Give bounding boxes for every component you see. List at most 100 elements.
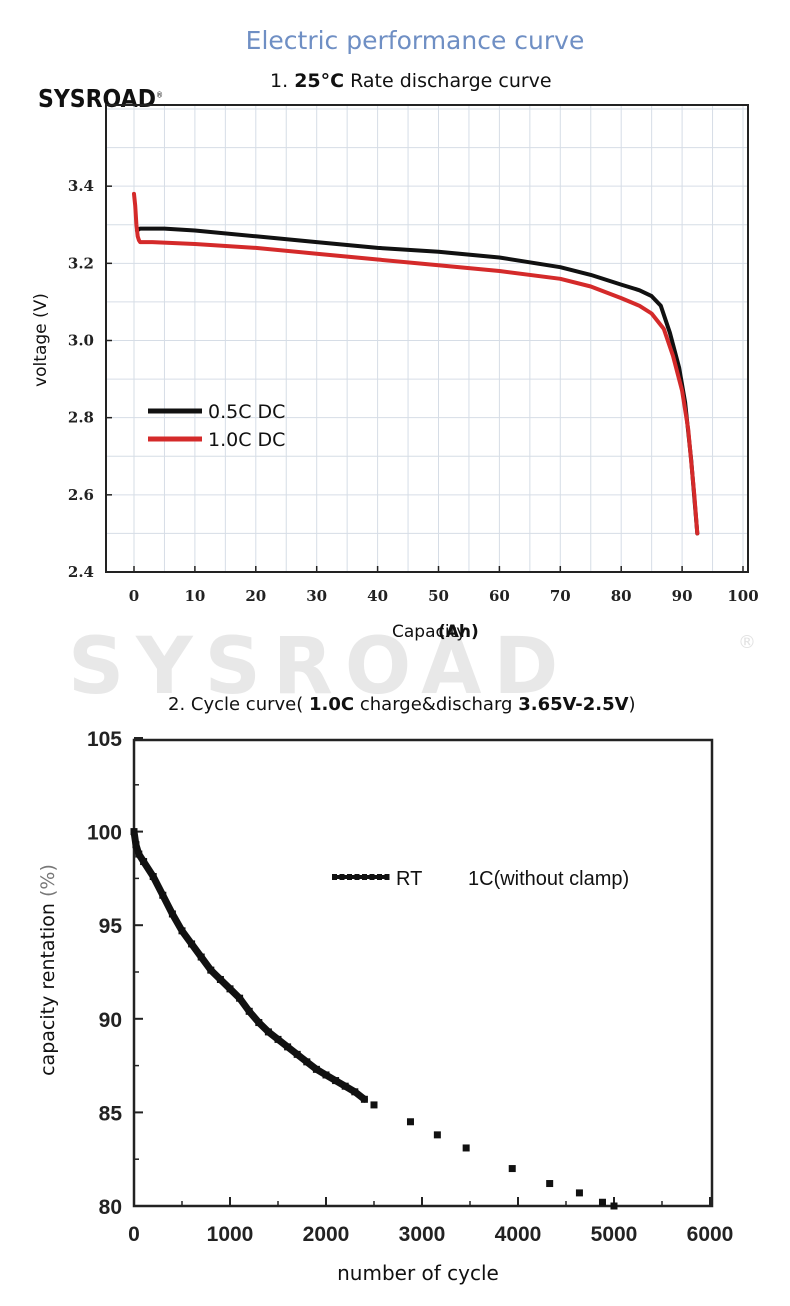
data-point xyxy=(226,985,234,993)
x-tick-label: 6000 xyxy=(687,1223,734,1246)
data-point xyxy=(462,1144,470,1152)
watermark: SYSROAD xyxy=(68,622,571,712)
y-axis-unit: (%) xyxy=(37,864,59,897)
chart1-title-prefix: 1. xyxy=(270,70,289,92)
x-tick-label: 30 xyxy=(306,587,327,605)
data-point xyxy=(293,1050,301,1058)
y-axis-label: capacity rentation (%) xyxy=(37,864,59,1076)
data-point xyxy=(135,850,143,858)
plot-frame xyxy=(105,104,749,573)
x-axis-label: number of cycle xyxy=(337,1261,499,1285)
data-point xyxy=(132,841,140,849)
y-tick-label: 85 xyxy=(99,1102,123,1125)
page-title: Electric performance curve xyxy=(245,26,585,55)
legend-swatch-marker xyxy=(354,874,360,880)
y-tick-label: 90 xyxy=(99,1009,122,1032)
data-point xyxy=(598,1198,606,1206)
x-tick-label: 4000 xyxy=(495,1223,542,1246)
chart2-title-open: ( xyxy=(296,694,304,715)
x-tick-label: 0 xyxy=(128,1223,140,1246)
data-point xyxy=(303,1058,311,1066)
x-tick-label: 60 xyxy=(489,587,510,605)
data-point xyxy=(322,1071,330,1079)
legend-swatch-marker xyxy=(369,874,375,880)
data-point xyxy=(178,927,186,935)
data-point xyxy=(264,1028,272,1036)
chart1-title-temp: 25°C xyxy=(294,70,345,92)
y-tick-label: 95 xyxy=(99,915,123,938)
data-point xyxy=(130,828,138,836)
data-point xyxy=(216,975,224,983)
plot-frame xyxy=(132,738,714,1208)
legend-swatch-marker xyxy=(362,874,367,880)
data-point xyxy=(312,1065,320,1073)
data-point xyxy=(236,994,244,1002)
y-tick-label: 2.4 xyxy=(68,563,94,581)
y-tick-label: 2.8 xyxy=(68,409,94,427)
chart2-title-mid: charge&discharg xyxy=(359,694,513,715)
series-line-black xyxy=(135,226,700,536)
legend-label: RT xyxy=(396,868,422,890)
chart2-title-close: ) xyxy=(628,694,636,715)
logo-mark: ® xyxy=(155,90,164,100)
data-point xyxy=(168,910,176,918)
x-tick-label: 90 xyxy=(672,587,693,605)
legend-swatch-marker xyxy=(384,874,390,880)
data-point xyxy=(245,1007,253,1015)
y-tick-label: 3.2 xyxy=(68,254,94,272)
legend-note: 1C(without clamp) xyxy=(468,868,629,890)
y-tick-label: 2.6 xyxy=(68,486,94,504)
x-tick-label: 2000 xyxy=(303,1223,350,1246)
data-point xyxy=(341,1082,349,1090)
data-point xyxy=(332,1077,340,1085)
logo-text: SYSROAD xyxy=(38,84,156,113)
legend-swatch-marker xyxy=(339,874,345,880)
y-tick-label: 100 xyxy=(87,822,122,845)
data-point xyxy=(433,1131,441,1139)
x-tick-label: 5000 xyxy=(591,1223,638,1246)
chart1-title-rest: Rate discharge curve xyxy=(350,70,552,92)
chart1-title: 1. 25°C Rate discharge curve xyxy=(270,70,552,92)
x-tick-label: 1000 xyxy=(207,1223,254,1246)
x-axis-label: Capacity xyxy=(392,622,466,642)
chart2-title-rate: 1.0C xyxy=(309,694,355,715)
data-point xyxy=(546,1180,554,1188)
chart2-title-prefix: 2. Cycle curve xyxy=(168,694,297,715)
legend-label: 1.0C DC xyxy=(208,429,285,451)
data-point xyxy=(360,1095,368,1103)
series-dense-line xyxy=(130,828,368,1103)
data-point xyxy=(284,1043,292,1051)
x-tick-label: 70 xyxy=(550,587,571,605)
data-point xyxy=(370,1101,378,1109)
legend-swatch-marker xyxy=(377,874,382,880)
x-tick-label: 20 xyxy=(245,587,266,605)
y-tick-label: 3.0 xyxy=(68,332,94,350)
data-point xyxy=(159,891,167,899)
series-line-red xyxy=(132,191,700,536)
x-tick-label: 100 xyxy=(727,587,758,605)
data-point xyxy=(575,1189,583,1197)
data-point xyxy=(197,953,205,961)
brand-logo: SYSROAD® xyxy=(38,84,163,113)
legend-label: 0.5C DC xyxy=(208,401,285,423)
x-tick-label: 50 xyxy=(428,587,449,605)
x-axis-unit: (Ah) xyxy=(438,622,479,642)
y-tick-label: 80 xyxy=(99,1196,122,1219)
y-axis-label: voltage (V) xyxy=(31,293,51,387)
y-tick-label: 105 xyxy=(87,728,122,751)
y-tick-label: 3.4 xyxy=(68,177,94,195)
data-point xyxy=(610,1202,618,1210)
data-point xyxy=(406,1118,414,1126)
watermark-mark: ® xyxy=(738,632,756,653)
chart2-title-range: 3.65V-2.5V xyxy=(518,694,629,715)
legend-swatch-marker xyxy=(347,874,352,880)
data-point xyxy=(140,858,148,866)
legend-swatch-marker xyxy=(332,874,337,880)
discharge-chart: 0 10 20 30 40 50 60 70 80 90 100 2.4 2.6 2.8 3.0 3.2 3.4… xyxy=(31,104,759,642)
data-point xyxy=(149,873,157,881)
x-tick-label: 80 xyxy=(611,587,632,605)
data-point xyxy=(508,1165,516,1173)
data-point xyxy=(274,1035,282,1043)
x-tick-label: 10 xyxy=(184,587,205,605)
